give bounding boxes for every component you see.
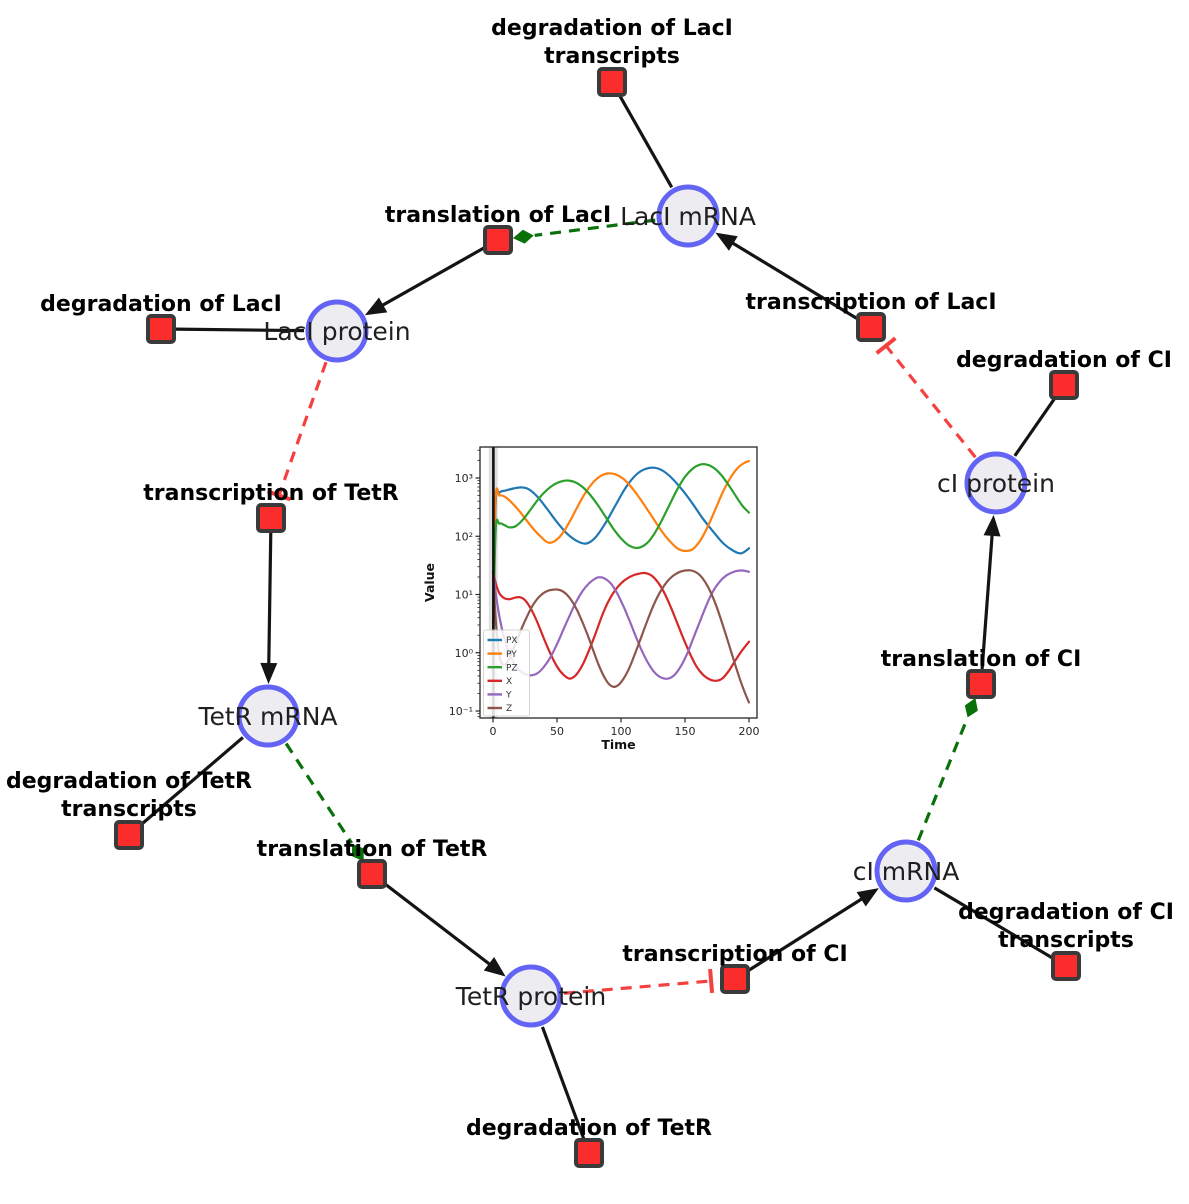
edge-plain-tetr_protein-deg_tetr [540,1026,586,1141]
species-label: cI protein [937,469,1055,498]
edge-arrow-tx_tetr-tetr_mrna [260,532,278,685]
y-axis-label: Value [422,563,437,602]
x-tick-label: 150 [675,725,696,738]
y-tick-label: 10⁻¹ [449,705,473,718]
reaction-label: transcription of TetR [143,481,399,506]
x-tick-label: 0 [490,725,497,738]
reaction-node-transl_ci[interactable] [966,669,996,699]
edge-plain-laci_mrna-deg_laci_tx [617,93,674,189]
species-label: cI mRNA [853,857,960,886]
species-node-laci_protein[interactable] [305,299,369,363]
edge-arrow-transl_tetr-tetr_protein [382,881,506,977]
species-label: TetR mRNA [197,702,337,731]
legend-label-Z: Z [506,704,512,714]
chart-frame [479,446,758,719]
edge-arrow-transl_ci-ci_protein [980,514,1001,670]
edge-plain-tetr_mrna-deg_tetr_tx [138,736,244,828]
edge-catalysis-tetr_mrna-transl_tetr [284,742,364,862]
species-node-ci_mrna[interactable] [874,839,938,903]
reaction-label: transcripts [61,797,197,822]
series-line-X [491,570,751,682]
nodes-layer [114,67,1081,1168]
reaction-node-deg_laci[interactable] [146,314,176,344]
reaction-label: degradation of CI [956,348,1172,373]
edges-layer [138,93,1058,1141]
reaction-label: translation of LacI [385,203,611,228]
y-tick-label: 10³ [455,472,473,485]
y-tick-label: 10⁰ [455,647,474,660]
reaction-node-deg_ci[interactable] [1049,370,1079,400]
reaction-node-transl_tetr[interactable] [357,859,387,889]
reaction-node-transl_laci[interactable] [483,225,513,255]
reaction-node-deg_tetr_tx[interactable] [114,820,144,850]
legend-label-PX: PX [506,636,518,646]
labels-layer: degradation of LacI transcripts translatio… [6,16,1174,1141]
reaction-node-deg_laci_tx[interactable] [597,67,627,97]
species-label: TetR protein [455,982,606,1011]
series-line-PZ [491,463,751,654]
edge-arrow-tx_ci-ci_mrna [746,888,879,973]
edge-arrow-transl_laci-laci_protein [364,245,486,316]
legend-label-X: X [506,677,512,687]
edge-catalysis-laci_mrna-transl_laci [512,218,656,244]
edge-plain-laci_protein-deg_laci [174,327,305,333]
reaction-label: degradation of TetR [466,1116,712,1141]
reaction-label: transcripts [544,44,680,69]
reaction-label: translation of TetR [257,837,488,862]
edge-catalysis-ci_mrna-transl_ci [916,697,978,841]
legend-label-Y: Y [505,691,512,701]
edge-plain-ci_mrna-deg_ci_tx [933,886,1055,961]
series-line-Z [491,569,751,704]
species-label: LacI protein [263,317,410,346]
legend-label-PZ: PZ [506,663,518,673]
edge-plain-ci_protein-deg_ci [1013,395,1058,457]
edge-arrow-tx_laci-laci_mrna [715,232,860,321]
species-node-laci_mrna[interactable] [656,184,720,248]
edge-inhibition-tetr_protein-tx_ci [563,968,715,995]
reaction-label: degradation of LacI [491,16,733,41]
species-node-tetr_protein[interactable] [499,964,563,1028]
reaction-label: degradation of CI [958,900,1174,925]
species-node-tetr_mrna[interactable] [236,684,300,748]
reaction-label: transcription of LacI [745,290,996,315]
y-tick-label: 10¹ [455,589,473,602]
reaction-label: degradation of LacI [40,292,282,317]
reaction-label: transcription of CI [622,942,847,967]
reaction-node-deg_tetr[interactable] [574,1138,604,1168]
reaction-node-tx_tetr[interactable] [256,503,286,533]
species-label: LacI mRNA [620,202,756,231]
edge-inhibition-laci_protein-tx_tetr [267,361,328,502]
reaction-node-deg_ci_tx[interactable] [1051,951,1081,981]
legend-label-PY: PY [506,650,517,660]
y-tick-label: 10² [455,530,473,543]
reaction-label: degradation of TetR [6,769,252,794]
species-node-ci_protein[interactable] [964,451,1028,515]
reaction-node-tx_ci[interactable] [720,964,750,994]
x-axis-label: Time [601,737,635,752]
chart-legend: PX PY PZ XYZ [483,629,530,717]
x-tick-label: 100 [611,725,632,738]
reaction-node-tx_laci[interactable] [856,312,886,342]
x-tick-label: 200 [739,725,760,738]
reaction-label: translation of CI [881,647,1082,672]
reaction-label: transcripts [998,928,1134,953]
chart-series-group [491,460,751,704]
x-tick-label: 50 [550,725,564,738]
edge-inhibition-ci_protein-tx_laci [875,336,977,459]
